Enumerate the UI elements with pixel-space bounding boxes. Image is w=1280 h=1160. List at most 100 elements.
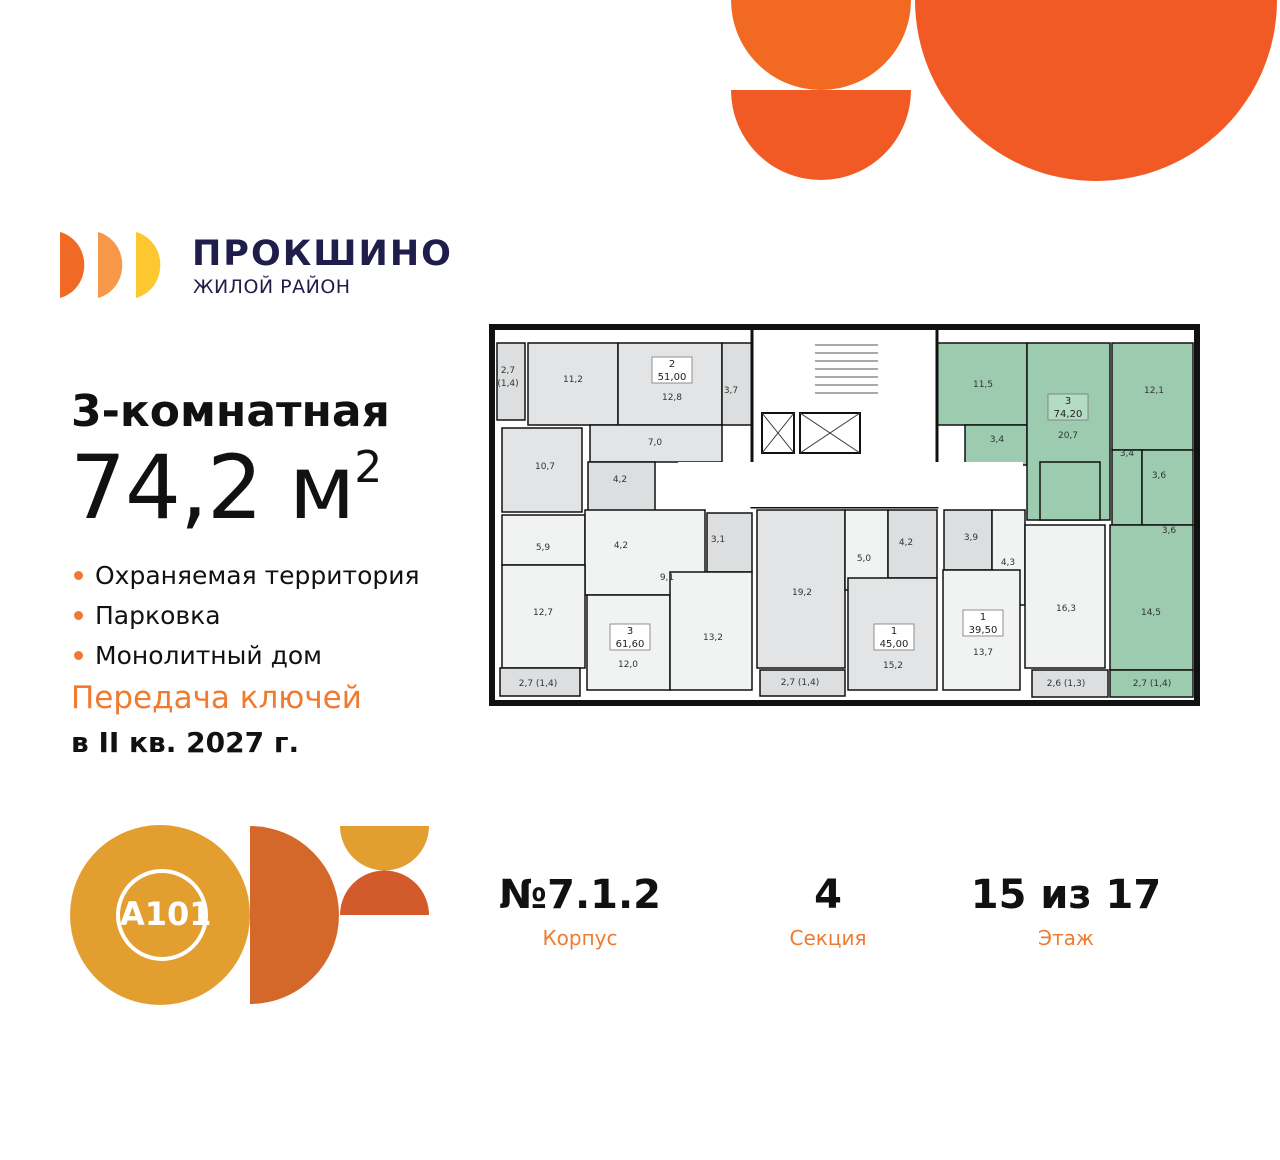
feature-item: Монолитный дом	[74, 635, 420, 675]
room	[756, 509, 846, 669]
handover-date: в II кв. 2027 г.	[71, 726, 300, 759]
outer-wall	[489, 324, 1200, 706]
room-area-label: 4,2	[899, 538, 913, 548]
unit-area: 45,00	[880, 639, 909, 650]
room-area-label: 19,2	[792, 588, 812, 598]
corridor	[678, 462, 1023, 507]
room	[964, 424, 1028, 466]
elevator-cross	[761, 412, 795, 454]
room-area-label: 3,9	[964, 533, 979, 543]
room-area-label: 2,6 (1,3)	[1047, 679, 1086, 689]
unit-rooms: 1	[980, 612, 986, 623]
apartment-area: 74,2 м2	[70, 436, 382, 539]
room-area-label: 3,4	[1120, 449, 1135, 459]
brand-subtitle: ЖИЛОЙ РАЙОН	[193, 276, 351, 298]
unit-label-box	[1047, 393, 1089, 421]
room	[1039, 461, 1101, 521]
room-area-label: 2,7	[501, 366, 515, 376]
room-area-label: 12,8	[662, 393, 682, 403]
room-area-label: 5,0	[857, 554, 872, 564]
unit-rooms: 2	[669, 359, 675, 370]
room	[1109, 524, 1194, 671]
bullet-icon	[74, 650, 83, 660]
room-area-label: 16,3	[1056, 604, 1076, 614]
room	[496, 342, 526, 421]
room-area-label: 9,1	[660, 573, 674, 583]
room	[1111, 342, 1194, 451]
room-area-label: 4,3	[1001, 558, 1015, 568]
unit-rooms: 3	[1065, 396, 1071, 407]
room	[1024, 524, 1106, 669]
unit-label-box	[873, 623, 915, 651]
room-area-label: 3,4	[990, 435, 1005, 445]
room-area-label: 13,7	[973, 648, 993, 658]
room	[1111, 449, 1143, 526]
room	[706, 512, 753, 573]
stat-section: 4 Секция	[789, 872, 867, 950]
room-area-label: 2,7 (1,4)	[781, 678, 820, 688]
room	[501, 564, 586, 669]
unit-area: 39,50	[969, 625, 998, 636]
room-area-label: 12,1	[1144, 386, 1164, 396]
elevator-cross	[799, 412, 861, 454]
room-area-label: 3,7	[724, 386, 738, 396]
room	[1031, 669, 1109, 698]
stat-building: №7.1.2 Корпус	[498, 872, 661, 950]
unit-label-box	[962, 609, 1004, 637]
room-area-label: 14,5	[1141, 608, 1161, 618]
bullet-icon	[74, 610, 83, 620]
room	[527, 342, 619, 426]
semicircle-shape	[731, 90, 911, 180]
room	[1141, 449, 1194, 526]
feature-list: Охраняемая территория Парковка Монолитны…	[74, 555, 420, 675]
room-area-label: 15,2	[883, 661, 903, 671]
decorative-shapes-top	[731, 0, 1277, 181]
room	[942, 569, 1021, 691]
unit-label-box	[609, 623, 651, 651]
unit-rooms: 3	[627, 626, 633, 637]
room-area-label: 12,0	[618, 660, 638, 670]
brand-logo-icon	[60, 232, 161, 298]
room	[669, 571, 753, 691]
room	[1109, 669, 1194, 698]
semicircle-shape	[915, 0, 1277, 181]
handover-label: Передача ключей	[71, 680, 362, 716]
semicircle-shape	[731, 0, 911, 90]
room-area-label: 3,6	[1152, 471, 1167, 481]
room-area-label: 2,7 (1,4)	[519, 679, 558, 689]
unit-label-box	[651, 356, 693, 384]
room-area-label: 11,2	[563, 375, 583, 385]
feature-item: Парковка	[74, 595, 420, 635]
room-area-label: 4,2	[613, 475, 627, 485]
apartment-type: 3-комнатная	[71, 386, 390, 437]
room-area-label: 7,0	[648, 438, 663, 448]
room	[501, 514, 586, 566]
feature-item: Охраняемая территория	[74, 555, 420, 595]
unit-area: 61,60	[616, 639, 645, 650]
room-area-label: 3,1	[711, 535, 725, 545]
brand-name: ПРОКШИНО	[192, 234, 453, 274]
unit-area: 74,20	[1054, 409, 1083, 420]
room-area-label: 3,6	[1162, 526, 1177, 536]
unit-rooms: 1	[891, 626, 897, 637]
room-area-label: 4,2	[614, 541, 628, 551]
room-area-label: 13,2	[703, 633, 723, 643]
room	[499, 667, 581, 697]
room-area-label: 12,7	[533, 608, 553, 618]
room	[721, 342, 753, 426]
bullet-icon	[74, 570, 83, 580]
room-area-label: (1,4)	[497, 379, 518, 389]
room	[589, 424, 723, 463]
stat-floor: 15 из 17 Этаж	[970, 872, 1162, 950]
room-area-label: 11,5	[973, 380, 993, 390]
unit-area: 51,00	[658, 372, 687, 383]
room-area-label: 5,9	[536, 543, 551, 553]
room-area-label: 10,7	[535, 462, 555, 472]
room	[587, 461, 656, 513]
room	[501, 427, 583, 513]
room-area-label: 20,7	[1058, 431, 1078, 441]
developer-logo-text: A101	[120, 895, 212, 933]
room	[617, 342, 723, 426]
room	[759, 669, 846, 697]
